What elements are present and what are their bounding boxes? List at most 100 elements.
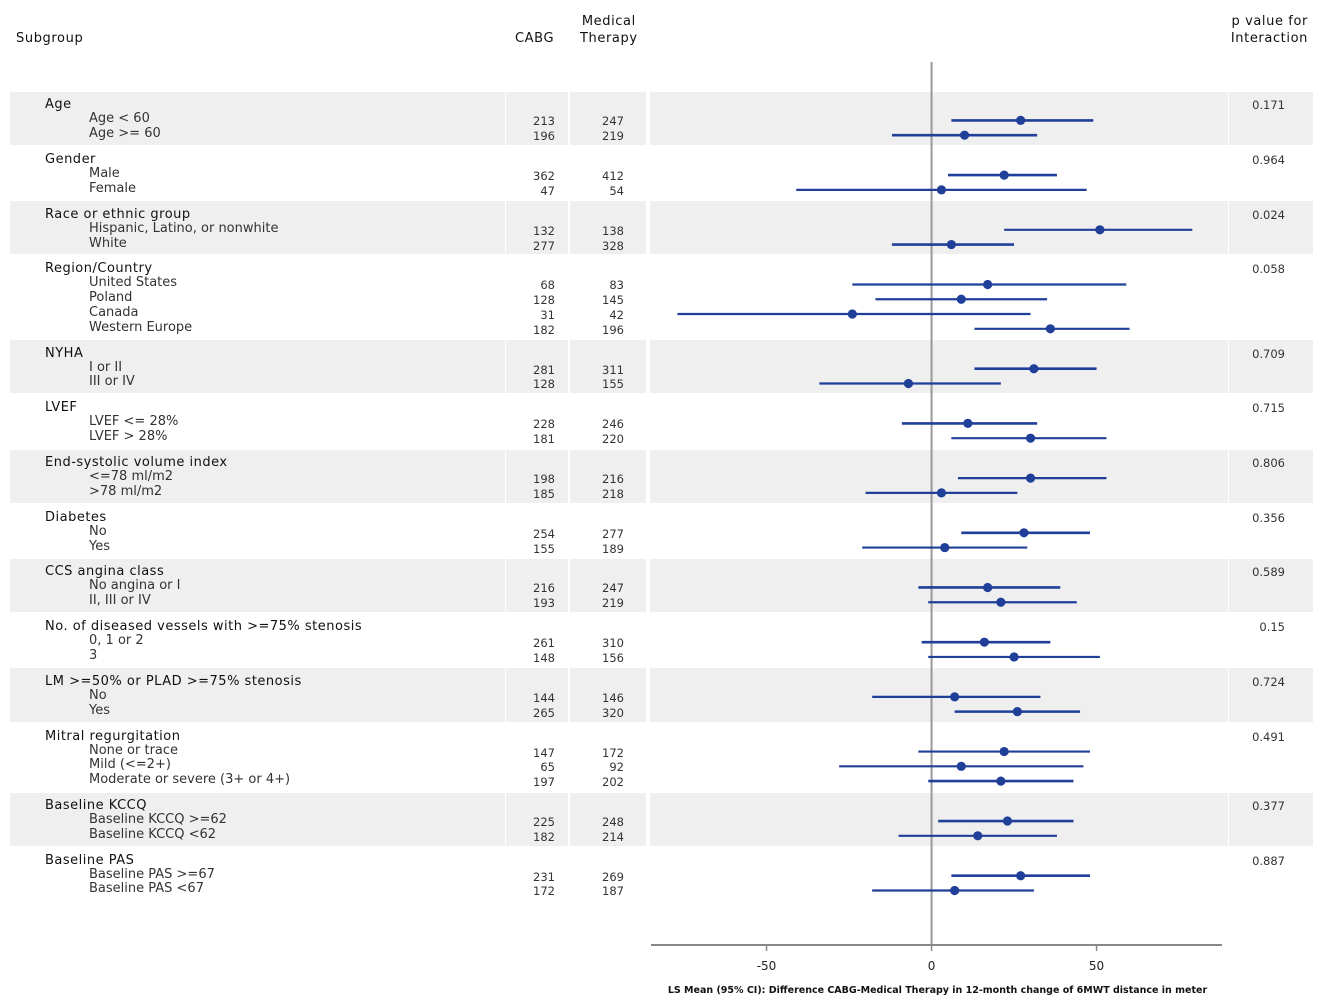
row-band (10, 201, 505, 255)
pvalue-header: p value for Interaction (1228, 13, 1308, 47)
subgroup-label: <=78 ml/m2 (89, 469, 174, 485)
subgroup-label: Moderate or severe (3+ or 4+) (89, 772, 291, 788)
row-band (1229, 559, 1313, 613)
medical-count: 269 (602, 869, 624, 884)
subgroup-label: United States (89, 275, 178, 291)
interaction-pvalue: 0.964 (1252, 153, 1285, 168)
medical-count: 247 (602, 114, 624, 129)
cabg-count: 225 (533, 815, 555, 830)
row-band (10, 559, 505, 613)
x-tick-label: 0 (928, 959, 936, 973)
subgroup-label: LVEF > 28% (89, 429, 168, 445)
cabg-count: 197 (533, 775, 555, 790)
subgroup-category: Race or ethnic group (45, 206, 191, 222)
medical-count: 277 (602, 526, 624, 541)
subgroup-label: No (89, 687, 107, 703)
point-estimate (936, 488, 947, 498)
subgroup-category: LM >=50% or PLAD >=75% stenosis (45, 673, 302, 689)
cabg-count: 265 (533, 705, 555, 720)
medical-count: 54 (609, 183, 624, 198)
interaction-pvalue: 0.377 (1252, 799, 1285, 814)
x-axis-label: LS Mean (95% CI): Difference CABG-Medica… (667, 985, 1208, 996)
subgroup-label: I or II (89, 359, 123, 375)
subgroup-header: Subgroup (16, 31, 84, 46)
subgroup-label: Male (89, 166, 120, 182)
cabg-count: 65 (540, 760, 555, 775)
point-estimate (1095, 225, 1105, 235)
row-band (570, 201, 646, 255)
point-estimate (940, 542, 950, 553)
point-estimate (956, 761, 966, 771)
subgroup-category: Baseline KCCQ (45, 798, 147, 814)
subgroup-label: 0, 1 or 2 (89, 633, 144, 649)
medical-count: 145 (602, 293, 624, 308)
medical-count: 189 (602, 541, 624, 556)
point-estimate (1002, 816, 1013, 826)
subgroup-category: Age (45, 97, 72, 113)
subgroup-label: 3 (89, 647, 98, 663)
row-band (1229, 92, 1313, 146)
subgroup-category: Gender (45, 152, 96, 168)
subgroup-label: Yes (89, 538, 110, 554)
row-band (10, 668, 505, 722)
point-estimate (1019, 528, 1029, 538)
subgroup-label: Baseline KCCQ <62 (89, 826, 217, 842)
point-estimate (959, 130, 970, 140)
cabg-count: 254 (533, 526, 555, 541)
subgroup-label: Age < 60 (89, 111, 150, 127)
cabg-count: 196 (533, 129, 555, 144)
point-estimate (956, 294, 966, 304)
cabg-count: 185 (533, 486, 555, 501)
point-estimate (983, 582, 993, 593)
medical-count: 328 (602, 238, 624, 253)
point-estimate (950, 885, 960, 896)
medical-count: 187 (602, 884, 624, 899)
subgroup-label: II, III or IV (89, 593, 151, 609)
interaction-pvalue: 0.806 (1252, 456, 1285, 471)
subgroup-category: Diabetes (45, 509, 107, 525)
row-band (570, 92, 646, 146)
subgroup-category: Baseline PAS (45, 852, 135, 868)
medical-count: 220 (602, 432, 624, 447)
point-estimate (1025, 433, 1036, 443)
medical-count: 138 (602, 223, 624, 238)
subgroup-label: Canada (89, 305, 139, 321)
point-estimate (1025, 473, 1036, 483)
row-band (650, 668, 1228, 722)
subgroup-label: None or trace (89, 742, 179, 758)
medical-count: 214 (602, 829, 624, 844)
pvalue-header-line2: Interaction (1230, 31, 1308, 46)
interaction-pvalue: 0.491 (1252, 729, 1285, 744)
cabg-count: 228 (533, 417, 555, 432)
subgroup-category: CCS angina class (45, 564, 165, 580)
subgroup-label: Age >= 60 (89, 126, 161, 142)
medical-count: 248 (602, 815, 624, 830)
point-estimate (847, 309, 857, 319)
pvalue-header-line1: p value for (1231, 14, 1308, 29)
interaction-pvalue: 0.171 (1252, 98, 1285, 113)
medical-header-line2: Therapy (580, 31, 638, 46)
cabg-count: 277 (533, 238, 555, 253)
point-estimate (973, 831, 983, 841)
cabg-count: 181 (533, 432, 555, 447)
row-band (10, 340, 505, 394)
cabg-count: 281 (533, 362, 555, 377)
subgroup-label: Baseline PAS <67 (89, 881, 204, 897)
subgroup-label: Hispanic, Latino, or nonwhite (89, 220, 279, 236)
cabg-count: 47 (540, 183, 555, 198)
row-band (506, 449, 568, 503)
interaction-pvalue: 0.024 (1252, 207, 1285, 222)
cabg-count: 198 (533, 472, 555, 487)
subgroup-label: >78 ml/m2 (89, 483, 163, 499)
row-band (10, 792, 505, 846)
point-estimate (950, 692, 960, 702)
cabg-count: 261 (533, 636, 555, 651)
row-band (1229, 792, 1313, 846)
cabg-count: 182 (533, 322, 555, 337)
subgroup-category: No. of diseased vessels with >=75% steno… (45, 619, 363, 635)
interaction-pvalue: 0.589 (1252, 565, 1285, 580)
x-tick-label: -50 (757, 959, 777, 973)
cabg-count: 128 (533, 293, 555, 308)
medical-count: 83 (609, 278, 624, 293)
cabg-count: 132 (533, 223, 555, 238)
